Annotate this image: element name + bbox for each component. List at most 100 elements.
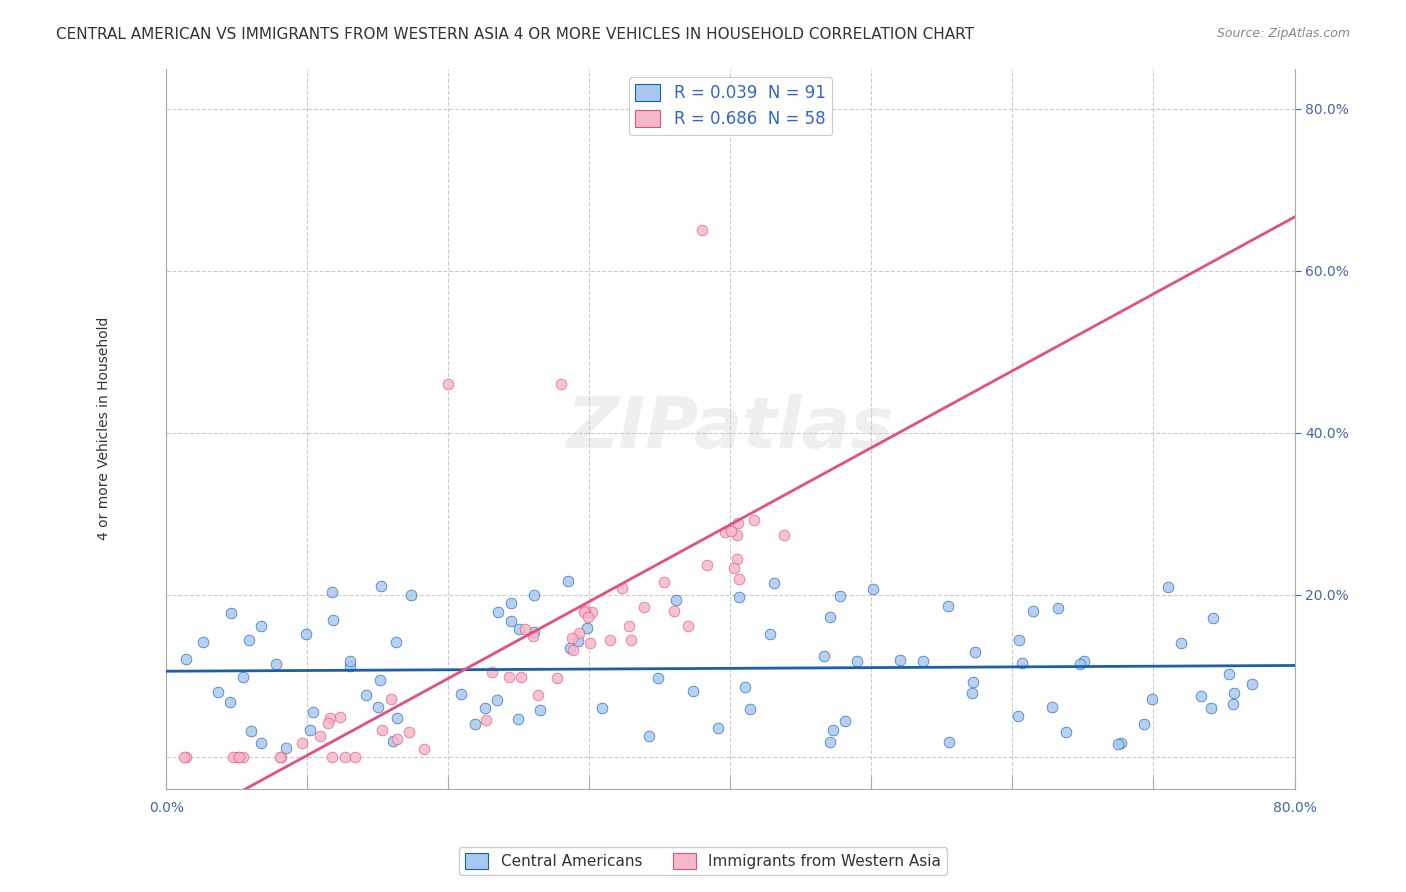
Point	[568, 625, 591, 640]
Point	[562, 643, 585, 657]
Point	[652, 574, 675, 589]
Point	[207, 685, 229, 699]
Point	[720, 524, 742, 538]
Point	[581, 606, 603, 620]
Point	[485, 693, 508, 707]
Point	[398, 724, 420, 739]
Point	[1107, 738, 1129, 752]
Point	[599, 633, 621, 648]
Point	[962, 675, 984, 690]
Point	[763, 576, 786, 591]
Point	[567, 634, 589, 648]
Point	[1040, 700, 1063, 714]
Point	[912, 654, 935, 668]
Point	[550, 377, 572, 392]
Point	[579, 636, 602, 650]
Point	[218, 696, 240, 710]
Point	[633, 600, 655, 615]
Point	[368, 673, 391, 687]
Point	[638, 729, 661, 743]
Point	[299, 723, 322, 738]
Point	[707, 721, 730, 735]
Point	[385, 634, 408, 648]
Point	[1007, 709, 1029, 723]
Point	[399, 588, 422, 602]
Point	[339, 658, 361, 673]
Point	[226, 749, 249, 764]
Point	[308, 729, 330, 743]
Point	[818, 735, 841, 749]
Point	[1109, 736, 1132, 750]
Point	[270, 749, 292, 764]
Point	[385, 731, 408, 746]
Point	[557, 574, 579, 589]
Point	[529, 703, 551, 717]
Point	[249, 736, 271, 750]
Point	[302, 705, 325, 719]
Point	[319, 711, 342, 725]
Point	[1222, 697, 1244, 711]
Point	[343, 749, 366, 764]
Point	[333, 749, 356, 764]
Point	[387, 711, 409, 725]
Point	[576, 621, 599, 635]
Point	[1170, 636, 1192, 650]
Point	[830, 589, 852, 603]
Point	[696, 558, 718, 573]
Point	[527, 689, 550, 703]
Point	[889, 653, 911, 667]
Point	[965, 645, 987, 659]
Point	[354, 689, 377, 703]
Point	[1222, 686, 1244, 700]
Point	[450, 687, 472, 701]
Text: 0.0%: 0.0%	[149, 801, 184, 815]
Point	[321, 749, 343, 764]
Point	[232, 670, 254, 684]
Point	[572, 605, 595, 619]
Point	[725, 528, 748, 542]
Point	[238, 633, 260, 648]
Point	[321, 584, 343, 599]
Point	[475, 713, 498, 727]
Point	[1202, 610, 1225, 624]
Point	[1069, 657, 1091, 672]
Point	[173, 749, 195, 764]
Point	[620, 633, 643, 648]
Point	[734, 680, 756, 694]
Point	[546, 671, 568, 685]
Point	[250, 619, 273, 633]
Point	[1008, 633, 1031, 648]
Point	[371, 723, 394, 738]
Text: CENTRAL AMERICAN VS IMMIGRANTS FROM WESTERN ASIA 4 OR MORE VEHICLES IN HOUSEHOLD: CENTRAL AMERICAN VS IMMIGRANTS FROM WEST…	[56, 27, 974, 42]
Point	[522, 624, 544, 639]
Point	[1189, 689, 1212, 703]
Point	[506, 712, 529, 726]
Point	[382, 733, 405, 747]
Point	[1133, 716, 1156, 731]
Legend: Central Americans, Immigrants from Western Asia: Central Americans, Immigrants from Weste…	[460, 847, 946, 875]
Point	[219, 606, 242, 620]
Point	[578, 610, 600, 624]
Text: ZIPatlas: ZIPatlas	[567, 394, 894, 463]
Point	[561, 631, 583, 645]
Legend: R = 0.039  N = 91, R = 0.686  N = 58: R = 0.039 N = 91, R = 0.686 N = 58	[628, 77, 832, 135]
Point	[823, 723, 845, 737]
Point	[228, 749, 250, 764]
Point	[413, 741, 436, 756]
Point	[474, 701, 496, 715]
Point	[367, 700, 389, 714]
Point	[1241, 677, 1264, 691]
Point	[725, 551, 748, 566]
Point	[316, 716, 339, 731]
Point	[740, 702, 762, 716]
Point	[846, 654, 869, 668]
Point	[665, 593, 688, 607]
Point	[295, 627, 318, 641]
Point	[269, 749, 291, 764]
Point	[1199, 701, 1222, 715]
Point	[481, 665, 503, 679]
Point	[862, 582, 884, 596]
Point	[329, 710, 352, 724]
Point	[1011, 656, 1033, 670]
Point	[276, 741, 298, 756]
